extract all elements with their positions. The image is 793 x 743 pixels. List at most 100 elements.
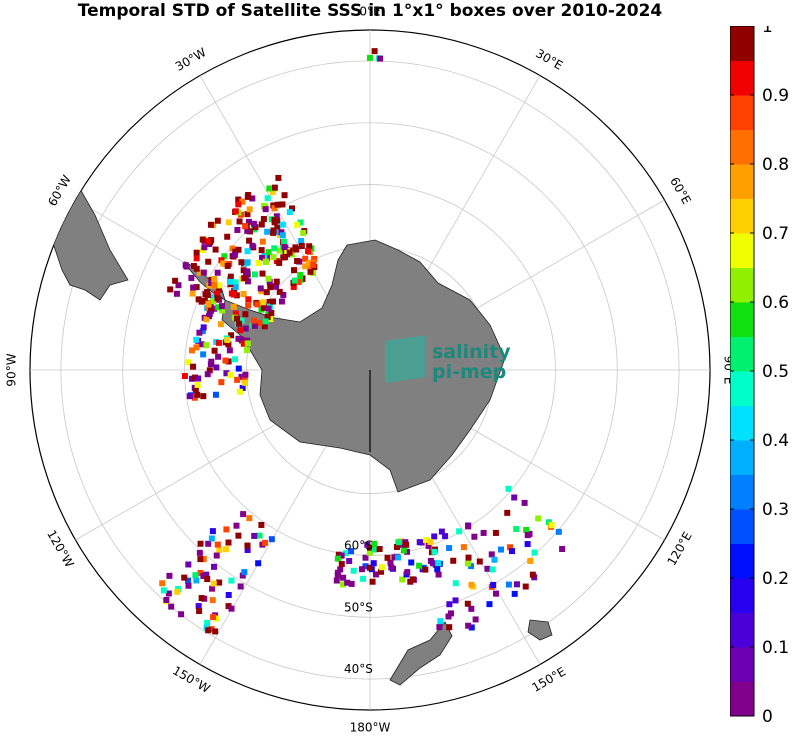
std-cell	[218, 257, 225, 264]
std-cell	[260, 216, 267, 223]
std-cell	[244, 211, 251, 218]
std-cell	[492, 529, 499, 536]
std-cell	[211, 563, 218, 570]
std-cell	[435, 571, 442, 578]
std-cell	[465, 523, 472, 530]
std-cell	[508, 548, 515, 555]
std-cell	[262, 318, 269, 325]
std-cell	[196, 608, 203, 615]
std-cell	[445, 613, 452, 620]
std-cell	[214, 217, 221, 224]
std-cell	[185, 577, 192, 584]
std-cell	[311, 255, 318, 262]
std-cell	[238, 373, 245, 380]
std-cell	[259, 254, 266, 261]
std-cell	[310, 261, 317, 268]
std-cell	[254, 301, 261, 308]
std-cell	[472, 616, 479, 623]
std-cell	[408, 559, 415, 566]
std-cell	[214, 541, 221, 548]
std-cell	[208, 237, 215, 244]
std-cell	[207, 307, 214, 314]
std-cell	[242, 311, 249, 318]
std-cell	[206, 367, 213, 374]
std-cell	[193, 249, 200, 256]
colorbar-swatch	[730, 267, 754, 303]
std-cell	[205, 627, 212, 634]
colorbar-swatches	[730, 26, 754, 717]
std-cell	[266, 279, 273, 286]
colorbar-swatch	[730, 474, 754, 510]
std-cell	[416, 539, 423, 546]
std-cell	[403, 541, 410, 548]
colorbar-swatch	[730, 440, 754, 475]
std-cell	[531, 549, 538, 556]
std-cell	[183, 263, 190, 270]
std-cell	[193, 577, 200, 584]
std-cell	[468, 624, 475, 631]
std-cell	[280, 238, 287, 245]
std-cell	[293, 246, 300, 253]
std-cell	[213, 364, 220, 371]
std-cell	[297, 271, 304, 278]
std-cell	[258, 247, 265, 254]
std-cell	[165, 590, 172, 597]
std-cell	[431, 548, 438, 555]
std-cell	[524, 541, 531, 548]
std-cell	[280, 291, 287, 298]
std-cell	[244, 227, 251, 234]
std-cell	[245, 218, 252, 225]
std-cell	[256, 532, 263, 539]
std-cell	[204, 292, 211, 299]
new-zealand	[389, 621, 453, 686]
std-cell	[452, 580, 459, 587]
std-cell	[366, 549, 373, 556]
std-cell	[399, 576, 406, 583]
std-cell	[229, 245, 236, 252]
std-cell	[235, 532, 242, 539]
std-cell	[246, 206, 253, 213]
std-cell	[513, 526, 520, 533]
std-cell	[350, 567, 357, 574]
std-cell	[548, 522, 555, 529]
std-cell	[235, 365, 242, 372]
std-cell	[476, 558, 483, 565]
std-cell	[371, 48, 378, 55]
colorbar-tick-label: 0.8	[762, 155, 789, 175]
std-cell	[244, 340, 251, 347]
std-cell	[236, 218, 243, 225]
latitude-label: 50°S	[344, 600, 373, 614]
std-cell	[431, 533, 438, 540]
std-cell	[239, 384, 246, 391]
std-cell	[238, 317, 245, 324]
std-cell	[235, 246, 242, 253]
std-cell	[256, 320, 263, 327]
latitude-label: 40°S	[344, 662, 373, 676]
std-cell	[279, 221, 286, 228]
std-cell	[225, 591, 232, 598]
std-cell	[425, 542, 432, 549]
std-cell	[240, 267, 247, 274]
std-cell	[201, 244, 208, 251]
std-cell	[223, 526, 230, 533]
colorbar-swatch	[730, 129, 754, 165]
std-cell	[511, 494, 518, 501]
std-cell	[465, 622, 472, 629]
std-cell	[168, 603, 175, 610]
std-cell	[244, 259, 251, 266]
std-cell	[197, 269, 204, 276]
std-cell	[193, 284, 200, 291]
std-cell	[234, 315, 241, 322]
longitude-label: 30°W	[173, 45, 209, 74]
std-cell	[339, 581, 346, 588]
std-cell	[185, 359, 192, 366]
std-cell	[210, 298, 217, 305]
std-cell	[261, 202, 268, 209]
std-cell	[228, 605, 235, 612]
std-cell	[204, 238, 211, 245]
std-cell	[265, 249, 272, 256]
watermark: salinity pi-mep	[385, 335, 511, 383]
std-cell	[227, 371, 234, 378]
std-cell	[294, 258, 301, 265]
colorbar-swatch	[730, 543, 754, 579]
